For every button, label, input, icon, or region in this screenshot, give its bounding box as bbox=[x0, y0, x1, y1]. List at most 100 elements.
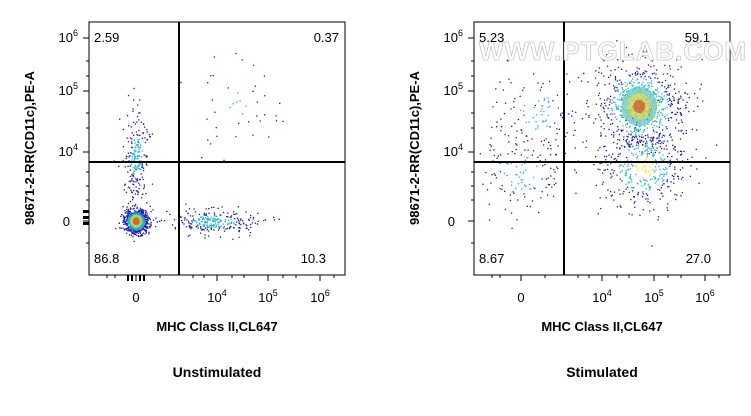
event-dot bbox=[245, 227, 247, 230]
event-dot bbox=[653, 209, 655, 211]
event-dot bbox=[613, 191, 616, 193]
event-dot bbox=[197, 227, 199, 229]
event-dot bbox=[137, 146, 139, 149]
event-dot bbox=[629, 146, 631, 148]
event-dot bbox=[200, 229, 203, 231]
event-dot bbox=[230, 216, 232, 218]
event-dot bbox=[622, 60, 624, 62]
event-dot bbox=[649, 202, 651, 204]
event-dot bbox=[652, 121, 654, 123]
event-dot bbox=[523, 114, 525, 116]
event-dot bbox=[641, 152, 643, 154]
event-dot bbox=[209, 143, 212, 145]
event-dot bbox=[185, 203, 187, 205]
event-dot bbox=[256, 115, 258, 117]
event-dot bbox=[660, 118, 662, 120]
event-dot bbox=[521, 132, 523, 134]
event-dot bbox=[539, 89, 542, 91]
event-dot bbox=[218, 227, 221, 229]
event-dot bbox=[136, 144, 139, 147]
event-dot bbox=[233, 223, 235, 225]
event-dot bbox=[643, 179, 645, 181]
event-dot bbox=[231, 222, 233, 225]
event-dot bbox=[617, 105, 619, 107]
event-dot bbox=[119, 118, 121, 120]
event-dot bbox=[603, 108, 605, 110]
event-dot bbox=[634, 128, 636, 130]
y-ticks-unstimulated-ext bbox=[83, 210, 89, 225]
event-dot bbox=[508, 141, 510, 143]
event-dot bbox=[133, 139, 135, 141]
event-dot bbox=[604, 102, 606, 104]
event-dot bbox=[700, 83, 702, 85]
event-dot bbox=[249, 232, 252, 234]
event-dot bbox=[124, 229, 126, 231]
event-dot bbox=[653, 137, 655, 139]
event-dot bbox=[605, 159, 607, 161]
event-dot bbox=[646, 148, 649, 150]
event-dot bbox=[635, 74, 637, 76]
event-dot bbox=[621, 87, 623, 89]
event-dot bbox=[130, 179, 132, 181]
event-dot bbox=[127, 171, 129, 173]
event-dot bbox=[248, 219, 250, 221]
event-dot bbox=[504, 133, 506, 136]
event-dot bbox=[637, 147, 639, 149]
event-dot bbox=[666, 91, 668, 93]
event-dot bbox=[123, 189, 125, 191]
event-dot bbox=[637, 130, 639, 132]
event-dot bbox=[521, 188, 523, 190]
event-dot bbox=[626, 83, 629, 85]
event-dot bbox=[520, 154, 522, 156]
event-dot bbox=[139, 168, 142, 171]
event-dot bbox=[620, 81, 622, 83]
event-dot bbox=[600, 105, 602, 107]
event-dot bbox=[669, 65, 671, 67]
event-dot bbox=[497, 155, 499, 157]
event-dot bbox=[204, 214, 206, 216]
event-dot bbox=[613, 113, 616, 115]
event-dot bbox=[667, 100, 669, 102]
event-dot bbox=[126, 137, 128, 139]
event-dot bbox=[555, 139, 557, 141]
event-dot bbox=[574, 129, 576, 131]
event-dot bbox=[137, 164, 139, 166]
event-dot bbox=[619, 93, 621, 96]
event-dot bbox=[132, 236, 134, 238]
event-dot bbox=[639, 141, 641, 143]
event-dot bbox=[216, 219, 218, 221]
event-dot bbox=[128, 211, 131, 213]
y-tick-label-1e4-unstimulated: 104 bbox=[59, 142, 78, 159]
event-dot bbox=[137, 150, 139, 153]
event-dot bbox=[617, 90, 619, 93]
event-dot bbox=[163, 220, 166, 222]
event-dot bbox=[534, 187, 536, 190]
event-dot bbox=[659, 151, 661, 153]
event-dot bbox=[690, 165, 692, 167]
event-dot bbox=[660, 187, 662, 189]
event-dot bbox=[641, 185, 643, 187]
event-dot bbox=[538, 211, 540, 214]
density-core bbox=[633, 99, 646, 113]
event-dot bbox=[238, 227, 240, 229]
event-dot bbox=[662, 179, 664, 181]
event-dot bbox=[665, 117, 667, 120]
event-dot bbox=[187, 220, 190, 222]
quadrant-lower-left-stimulated: 8.67 bbox=[479, 251, 504, 266]
event-dot bbox=[216, 135, 218, 137]
event-dot bbox=[644, 57, 646, 59]
event-dot bbox=[644, 166, 646, 168]
event-dot bbox=[664, 173, 666, 175]
event-dot bbox=[138, 151, 141, 153]
event-dot bbox=[676, 194, 678, 196]
event-dot bbox=[212, 225, 215, 227]
event-dot bbox=[138, 182, 140, 184]
event-dot bbox=[653, 175, 655, 178]
event-dot bbox=[540, 197, 542, 199]
event-dot bbox=[523, 184, 526, 186]
event-dot bbox=[527, 157, 529, 159]
event-dot bbox=[552, 100, 554, 102]
event-dot bbox=[232, 103, 234, 105]
event-dot bbox=[610, 113, 612, 115]
event-dot bbox=[573, 122, 576, 124]
